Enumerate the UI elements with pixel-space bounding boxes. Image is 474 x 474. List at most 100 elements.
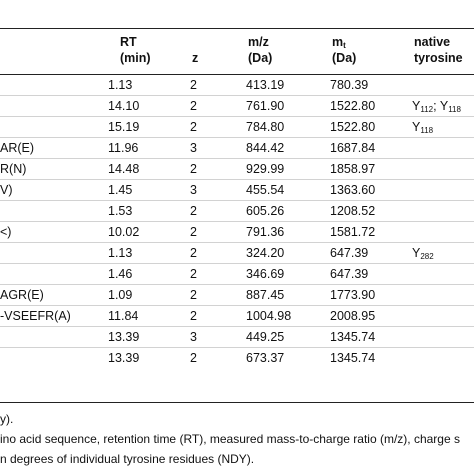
- cell-mz: 605.26: [246, 200, 330, 222]
- cell-peptide: R(N): [0, 158, 108, 180]
- table-row: 13.39 2 673.37 1345.74: [0, 348, 474, 369]
- cell-peptide: <): [0, 221, 108, 243]
- cell-native-tyrosine: [412, 263, 474, 285]
- table-row: V) 1.45 3 455.54 1363.60: [0, 179, 474, 201]
- cell-z: 3: [190, 326, 246, 348]
- cell-native-tyrosine: [412, 326, 474, 348]
- cell-rt: 14.10: [108, 95, 190, 117]
- cell-rt: 13.39: [108, 351, 140, 365]
- cell-z: 3: [190, 137, 246, 159]
- cell-peptide: V): [0, 179, 108, 201]
- cell-z: 2: [190, 284, 246, 306]
- cell-mz: 887.45: [246, 284, 330, 306]
- cell-native-tyrosine: [412, 305, 474, 327]
- top-rule: [0, 28, 474, 29]
- header-mt: mt (Da): [332, 35, 357, 65]
- header-rt: RT (min): [120, 35, 151, 65]
- cell-mz: 761.90: [246, 95, 330, 117]
- header-rule: [0, 74, 474, 75]
- cell-z: 2: [190, 158, 246, 180]
- cell-native-tyrosine: Y118: [412, 116, 474, 138]
- table-row: 1.13 2 413.19 780.39: [0, 75, 474, 96]
- cell-mz: 791.36: [246, 221, 330, 243]
- cell-peptide: AGR(E): [0, 284, 108, 306]
- header-mz: m/z (Da): [248, 35, 273, 65]
- table-row: AGR(E) 1.09 2 887.45 1773.90: [0, 284, 474, 306]
- data-table: 1.13 2 413.19 780.39 14.10 2 761.90 1522.80 Y112…: [0, 75, 474, 368]
- cell-mt: 2008.95: [330, 305, 412, 327]
- cell-z: 2: [190, 75, 246, 96]
- cell-mz: 929.99: [246, 158, 330, 180]
- cell-rt: 13.39: [108, 326, 190, 348]
- table-body: 1.13 2 413.19 780.39 14.10 2 761.90 1522.80 Y112…: [0, 75, 474, 368]
- cell-z: 2: [190, 263, 246, 285]
- cell-mt: 1345.74: [330, 351, 376, 365]
- cell-mt: 1522.80: [330, 116, 412, 138]
- cell-z: 2: [190, 305, 246, 327]
- cell-peptide: AR(E): [0, 137, 108, 159]
- table-row: 1.53 2 605.26 1208.52: [0, 200, 474, 222]
- cell-rt: 1.13: [108, 75, 190, 96]
- cell-mt: 780.39: [330, 75, 412, 96]
- cell-rt: 14.48: [108, 158, 190, 180]
- cell-rt: 11.96: [108, 137, 190, 159]
- cell-z: 2: [190, 221, 246, 243]
- cell-mz: 844.42: [246, 137, 330, 159]
- table-row: <) 10.02 2 791.36 1581.72: [0, 221, 474, 243]
- cell-z: 3: [190, 179, 246, 201]
- cell-peptide: -VSEEFR(A): [0, 305, 108, 327]
- cell-rt: 1.46: [108, 263, 190, 285]
- table-row: 1.13 2 324.20 647.39 Y282: [0, 242, 474, 264]
- table-row: AR(E) 11.96 3 844.42 1687.84: [0, 137, 474, 159]
- cell-z: 2: [190, 116, 246, 138]
- table-row: 15.19 2 784.80 1522.80 Y118: [0, 116, 474, 138]
- cell-rt: 1.45: [108, 179, 190, 201]
- cell-z: 2: [190, 200, 246, 222]
- cell-native-tyrosine: [412, 137, 474, 159]
- cell-mz: 784.80: [246, 116, 330, 138]
- cell-native-tyrosine: [412, 158, 474, 180]
- cell-mz: 324.20: [246, 242, 330, 264]
- cell-native-tyrosine: [412, 348, 474, 369]
- table-row: 1.46 2 346.69 647.39: [0, 263, 474, 285]
- cell-mt: 647.39: [330, 242, 412, 264]
- cell-mz: 455.54: [246, 179, 330, 201]
- footnote-line-1: y).: [0, 412, 14, 426]
- table-row: 14.10 2 761.90 1522.80 Y112; Y118: [0, 95, 474, 117]
- cell-mt: 1345.74: [330, 326, 412, 348]
- cell-mt: 1858.97: [330, 158, 412, 180]
- cell-mz: 1004.98: [246, 305, 330, 327]
- cell-peptide: [0, 263, 108, 285]
- cell-z: 2: [190, 351, 197, 365]
- table-row: 13.39 3 449.25 1345.74: [0, 326, 474, 348]
- footnote-line-3: n degrees of individual tyrosine residue…: [0, 452, 255, 466]
- cell-mz: 346.69: [246, 263, 330, 285]
- cell-peptide: [0, 200, 108, 222]
- cell-peptide: [0, 95, 108, 117]
- footnote-line-2: ino acid sequence, retention time (RT), …: [0, 432, 460, 446]
- bottom-rule: [0, 402, 474, 403]
- cell-mt: 1522.80: [330, 95, 412, 117]
- cell-rt: 15.19: [108, 116, 190, 138]
- cell-rt: 1.13: [108, 242, 190, 264]
- table-row: -VSEEFR(A) 11.84 2 1004.98 2008.95: [0, 305, 474, 327]
- cell-mt: 1208.52: [330, 200, 412, 222]
- cell-mz: 413.19: [246, 75, 330, 96]
- cell-rt: 1.09: [108, 284, 190, 306]
- cell-z: 2: [190, 95, 246, 117]
- cell-peptide: [0, 75, 108, 96]
- cell-native-tyrosine: Y282: [412, 242, 474, 264]
- header-native-tyrosine: native tyrosine: [414, 35, 463, 65]
- cell-mt: 1773.90: [330, 284, 412, 306]
- cell-rt: 11.84: [108, 305, 190, 327]
- cell-peptide: [0, 326, 108, 348]
- cell-native-tyrosine: [412, 179, 474, 201]
- table-row: R(N) 14.48 2 929.99 1858.97: [0, 158, 474, 180]
- cell-rt: 10.02: [108, 221, 190, 243]
- cell-peptide: [0, 242, 108, 264]
- cell-native-tyrosine: [412, 200, 474, 222]
- cell-mz: 673.37: [246, 351, 285, 365]
- cell-native-tyrosine: [412, 284, 474, 306]
- cell-mz: 449.25: [246, 326, 330, 348]
